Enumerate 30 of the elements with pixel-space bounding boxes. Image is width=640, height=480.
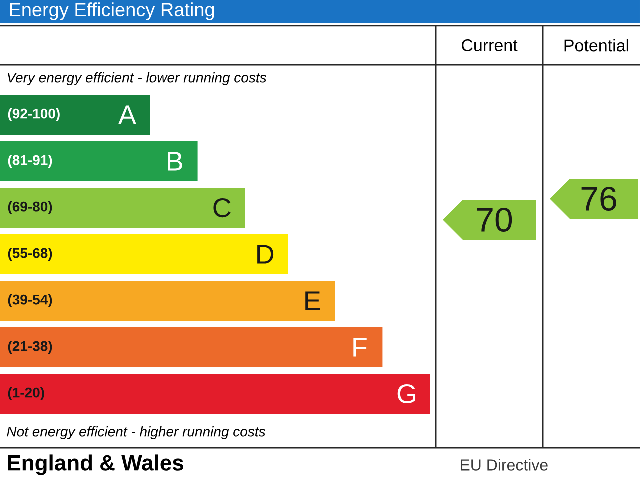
annotation: (1-20)	[8, 387, 44, 401]
y-tick-label: G	[398, 384, 416, 404]
text: Not energy efficient - higher running costs	[7, 426, 266, 440]
annotation: (69-80)	[8, 201, 52, 215]
bar	[0, 95, 150, 136]
annotation: (81-91)	[8, 154, 52, 168]
y-tick-label: E	[306, 292, 320, 310]
annotation: (55-68)	[8, 248, 52, 262]
y-tick-label: F	[354, 338, 367, 357]
bar	[0, 327, 383, 368]
bar	[0, 142, 198, 182]
text: England & Wales	[8, 454, 184, 476]
annotation: (21-38)	[8, 340, 52, 354]
bar	[0, 374, 430, 414]
text: Potential	[564, 39, 628, 52]
bar	[0, 281, 336, 321]
y-tick-label: D	[258, 245, 274, 264]
annotation: (92-100)	[8, 108, 60, 122]
y-tick-label: B	[168, 152, 182, 171]
annotation: (39-54)	[8, 294, 52, 308]
bar	[0, 188, 246, 228]
text: Very energy efficient - lower running costs	[8, 72, 267, 86]
bar	[0, 234, 288, 274]
chart-title: Energy Efficiency Rating	[10, 2, 214, 20]
y-tick-label: C	[214, 198, 231, 218]
text: 70	[477, 208, 512, 232]
text: EU Directive	[461, 459, 548, 471]
text: 76	[582, 186, 616, 212]
text: Current	[462, 39, 518, 52]
y-tick-label: A	[118, 106, 136, 124]
